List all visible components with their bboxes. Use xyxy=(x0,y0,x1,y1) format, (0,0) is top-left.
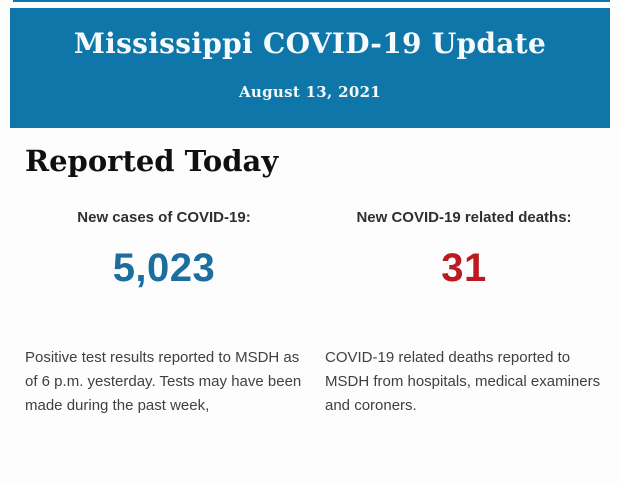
top-divider xyxy=(13,0,610,2)
main-content: Reported Today New cases of COVID-19: 5,… xyxy=(25,128,603,418)
new-cases-value: 5,023 xyxy=(112,246,216,290)
section-heading: Reported Today xyxy=(25,144,279,178)
header-banner: Mississippi COVID-19 Update August 13, 2… xyxy=(10,8,610,128)
stat-new-cases: New cases of COVID-19: 5,023 Positive te… xyxy=(25,209,303,418)
newsletter-title: Mississippi COVID-19 Update xyxy=(73,27,547,60)
new-deaths-label: New COVID-19 related deaths: xyxy=(356,209,572,226)
newsletter-date: August 13, 2021 xyxy=(238,83,382,101)
new-deaths-value: 31 xyxy=(441,246,487,290)
stats-grid: New cases of COVID-19: 5,023 Positive te… xyxy=(25,209,603,418)
new-cases-label: New cases of COVID-19: xyxy=(77,209,251,226)
new-deaths-description: COVID-19 related deaths reported to MSDH… xyxy=(325,349,601,414)
new-cases-description: Positive test results reported to MSDH a… xyxy=(25,349,302,414)
stat-new-deaths: New COVID-19 related deaths: 31 COVID-19… xyxy=(325,209,603,418)
